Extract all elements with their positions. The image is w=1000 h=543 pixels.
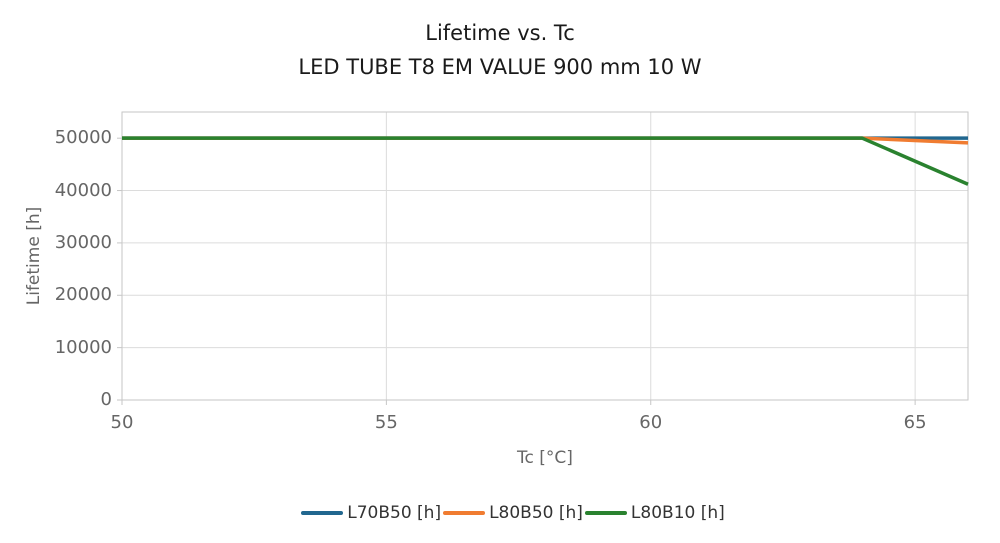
y-tick-label: 10000 (54, 336, 112, 358)
chart-title-line2: LED TUBE T8 EM VALUE 900 mm 10 W (298, 55, 702, 79)
y-tick-label: 0 (100, 389, 112, 410)
legend: L70B50 [h] L80B50 [h] L80B10 [h] (0, 503, 1000, 523)
legend-item-l80b50: L80B50 [h] (443, 503, 585, 523)
y-tick-label: 50000 (54, 127, 112, 149)
legend-item-l80b10: L80B10 [h] (584, 503, 727, 523)
x-tick-label: 55 (374, 412, 398, 433)
y-tick-label: 40000 (54, 179, 112, 201)
series-line-2 (122, 136, 969, 186)
chart-title-line1: Lifetime vs. Tc (425, 21, 575, 45)
plot-border (121, 111, 969, 401)
legend-line-swatch-orange (443, 511, 486, 515)
legend-label: L80B50 [h] (489, 503, 583, 523)
x-axis-label: Tc [°C] (517, 448, 573, 468)
legend-label: L70B50 [h] (347, 503, 442, 523)
chart-title: Lifetime vs. Tc LED TUBE T8 EM VALUE 900… (0, 16, 1000, 84)
x-tick-label: 50 (110, 412, 134, 433)
x-tick-label: 60 (639, 412, 663, 433)
legend-label: L80B10 [h] (630, 503, 725, 523)
y-axis-label: Lifetime [h] (24, 206, 44, 306)
legend-line-swatch-blue (301, 511, 344, 515)
y-tick-label: 30000 (54, 231, 112, 253)
x-tick-label: 65 (903, 412, 927, 433)
legend-item-l70b50: L70B50 [h] (301, 503, 443, 523)
y-tick-label: 20000 (54, 284, 112, 306)
legend-line-swatch-green (584, 511, 627, 515)
